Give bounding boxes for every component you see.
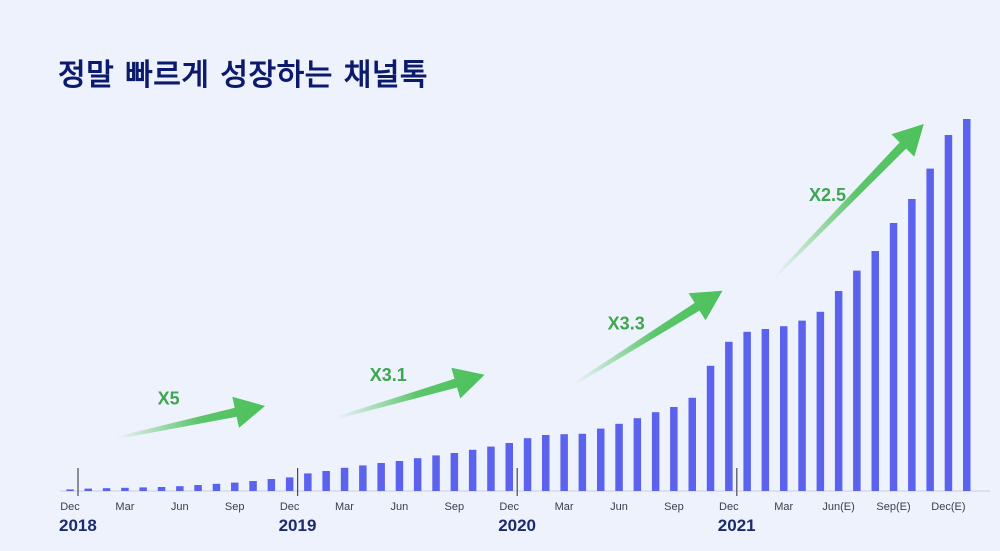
x-tick-label: Mar (774, 501, 793, 513)
year-label: 2018 (59, 516, 97, 535)
bar (670, 407, 678, 491)
bar (432, 455, 440, 491)
bar (798, 320, 806, 491)
x-tick-label: Sep (445, 501, 465, 513)
bar (231, 482, 239, 491)
bar (944, 135, 953, 491)
bar (651, 412, 660, 491)
bar (853, 270, 861, 491)
page-title: 정말 빠르게 성장하는 채널톡 (58, 58, 429, 93)
bar (743, 331, 751, 491)
bar (963, 119, 971, 491)
growth-arrow (336, 367, 485, 420)
bar (523, 438, 532, 491)
bar (322, 471, 330, 491)
growth-multiplier-label: X3.3 (608, 313, 645, 333)
bar (889, 223, 898, 491)
bar (102, 488, 111, 491)
x-tick-label: Mar (115, 501, 134, 513)
growth-multiplier-label: X3.1 (370, 365, 407, 385)
year-label: 2020 (498, 516, 536, 535)
x-tick-label: Dec (719, 501, 739, 513)
year-labels-group: 2018 2019 2020 2021 (59, 468, 756, 535)
growth-annotations-group: X5 X3.1 X3.3 X2.5 (116, 124, 924, 440)
year-label: 2019 (279, 516, 317, 535)
bar (395, 461, 404, 491)
bar (560, 434, 568, 491)
bar (725, 341, 733, 491)
bar (908, 199, 916, 491)
bar (84, 488, 92, 491)
bar (359, 465, 367, 491)
bar (761, 329, 770, 491)
x-tick-label: Dec (280, 501, 300, 513)
bar (413, 458, 422, 491)
bar (487, 446, 495, 491)
bar (66, 489, 74, 491)
bar (780, 326, 788, 491)
bar (542, 435, 550, 491)
x-tick-label: Dec (499, 501, 519, 513)
bar (597, 428, 605, 491)
bar (340, 467, 349, 491)
bar (615, 423, 623, 491)
bar (212, 483, 221, 491)
x-tick-label: Dec(E) (931, 501, 965, 513)
bar (468, 449, 477, 491)
bar (249, 481, 257, 491)
x-tick-label: Jun(E) (822, 501, 854, 513)
growth-multiplier-label: X5 (158, 389, 180, 409)
tick-labels-group: Dec Mar Jun Sep Dec Mar Jun Sep Dec Mar Jun Sep Dec M… (60, 501, 965, 513)
x-tick-label: Jun (391, 501, 409, 513)
bar (121, 487, 129, 491)
bar (139, 487, 147, 491)
bar (176, 486, 184, 491)
growth-multiplier-label: X2.5 (809, 185, 846, 205)
bar (926, 168, 934, 491)
bar (285, 477, 294, 491)
bar (377, 463, 385, 491)
x-tick-label: Sep (664, 501, 684, 513)
x-tick-label: Sep(E) (876, 501, 910, 513)
bar (194, 485, 202, 491)
bar (688, 397, 696, 491)
year-label: 2021 (718, 516, 756, 535)
x-tick-label: Dec (60, 501, 80, 513)
growth-arrow (774, 124, 924, 278)
bar (816, 311, 825, 491)
bar (633, 418, 642, 491)
x-tick-label: Jun (171, 501, 189, 513)
bar (871, 251, 879, 491)
x-tick-label: Mar (555, 501, 574, 513)
bar (834, 291, 843, 491)
bar (450, 453, 459, 491)
bar (578, 433, 587, 491)
bar (706, 365, 715, 491)
bar (505, 443, 513, 491)
growth-arrow (573, 290, 723, 385)
growth-arrow (116, 396, 265, 440)
x-tick-label: Mar (335, 501, 354, 513)
x-tick-label: Sep (225, 501, 245, 513)
bar (267, 479, 276, 491)
bar (157, 487, 166, 491)
x-tick-label: Jun (610, 501, 628, 513)
bars-group (66, 119, 971, 491)
bar (304, 473, 312, 491)
